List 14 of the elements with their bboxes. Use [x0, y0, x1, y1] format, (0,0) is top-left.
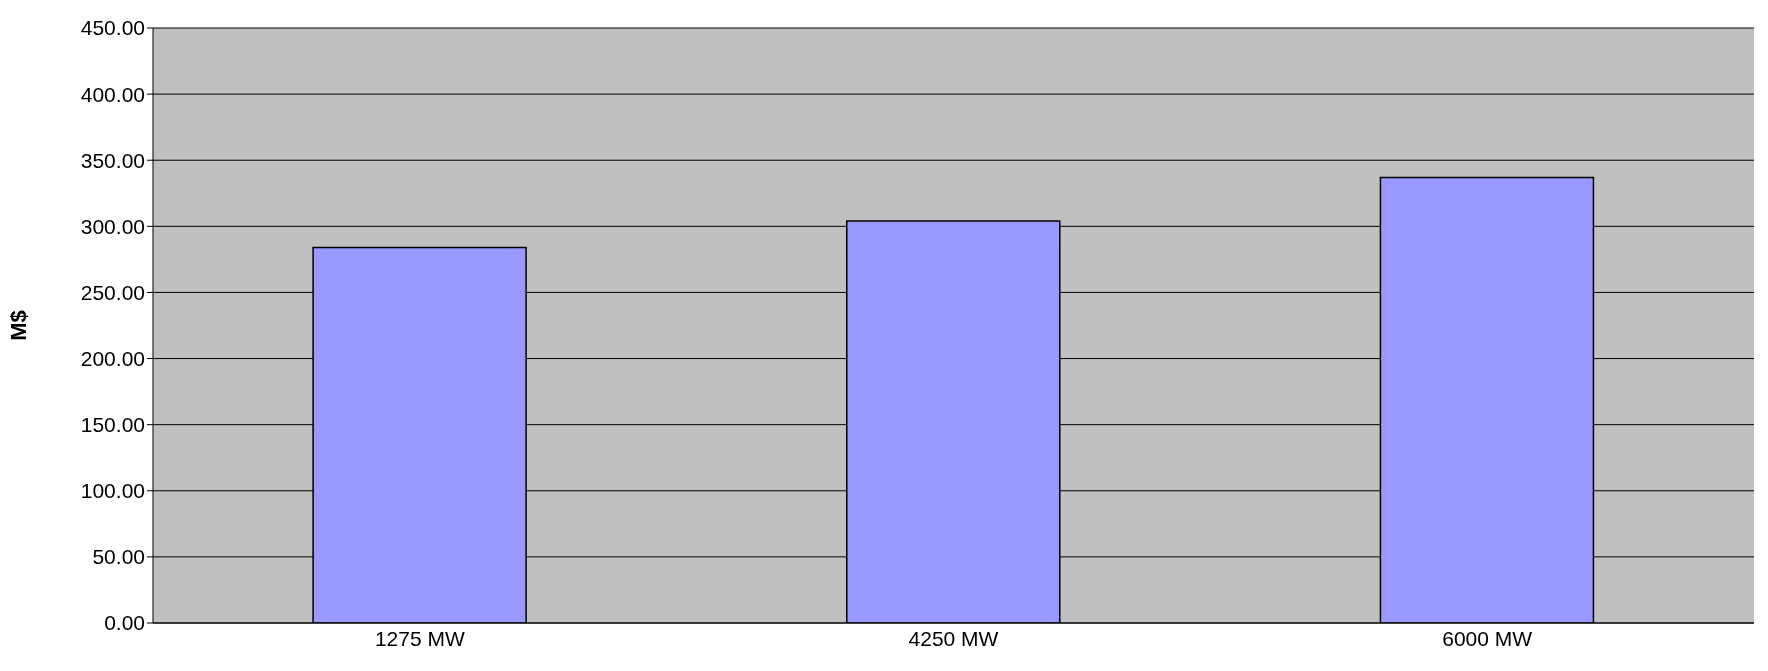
y-tick-label: 100.00 [80, 479, 145, 503]
y-tick-label: 0.00 [104, 611, 145, 635]
y-tick-label: 200.00 [80, 347, 145, 371]
y-tick-label: 250.00 [80, 280, 145, 304]
y-tick-label: 50.00 [92, 545, 145, 569]
x-tick-label: 1275 MW [374, 626, 465, 650]
y-tick-label: 400.00 [80, 82, 145, 106]
y-tick-label: 300.00 [80, 214, 145, 238]
y-tick-label: 350.00 [80, 148, 145, 172]
x-tick-label: 6000 MW [1442, 626, 1533, 650]
y-tick-label: 450.00 [80, 16, 145, 40]
y-axis-title: M$ [5, 310, 31, 341]
y-tick-label: 150.00 [80, 413, 145, 437]
x-tick-label: 4250 MW [908, 626, 999, 650]
